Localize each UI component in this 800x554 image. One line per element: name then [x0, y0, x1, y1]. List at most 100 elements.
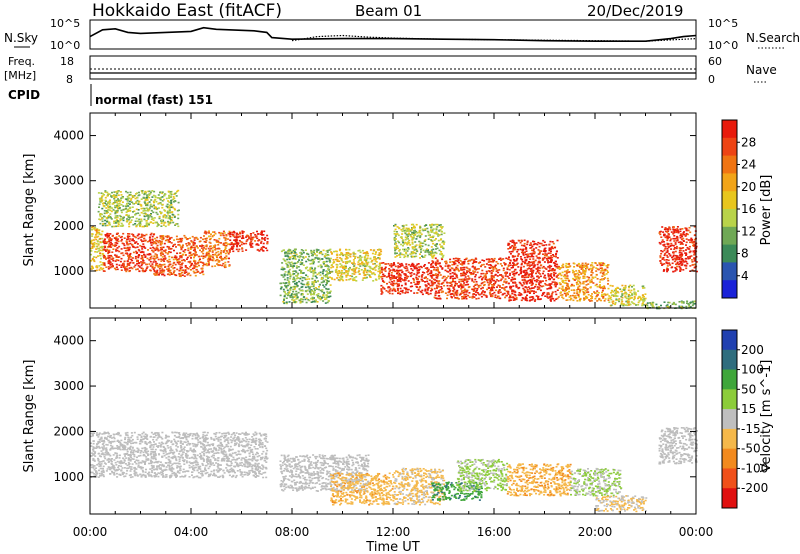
data-cell	[540, 250, 543, 252]
data-cell	[292, 299, 295, 302]
data-cell	[167, 269, 170, 272]
data-cell	[224, 264, 227, 266]
data-cell	[421, 289, 424, 292]
data-cell	[374, 269, 377, 271]
data-cell	[162, 271, 165, 273]
data-cell	[528, 267, 531, 269]
data-cell	[116, 238, 119, 240]
data-cell	[484, 273, 487, 275]
data-cell	[558, 287, 561, 289]
data-cell	[556, 289, 559, 291]
data-cell	[491, 289, 494, 292]
data-cell	[196, 238, 199, 240]
data-cell	[168, 197, 171, 199]
data-cell	[222, 262, 225, 265]
data-cell	[213, 246, 216, 248]
data-cell	[588, 276, 591, 279]
data-cell	[475, 294, 477, 296]
data-cell	[341, 271, 343, 274]
data-cell	[250, 246, 252, 248]
data-cell	[176, 268, 179, 271]
data-cell	[595, 267, 598, 269]
data-cell	[181, 259, 183, 262]
data-cell	[596, 278, 599, 280]
data-cell	[419, 226, 422, 229]
data-cell	[107, 193, 110, 195]
data-cell	[321, 258, 324, 260]
data-cell	[599, 287, 602, 289]
data-cell	[454, 260, 457, 262]
data-cell	[438, 224, 441, 226]
data-cell	[436, 223, 439, 226]
data-cell	[482, 294, 485, 296]
data-cell	[547, 261, 550, 264]
data-cell	[119, 260, 122, 263]
data-cell	[136, 268, 139, 270]
data-cell	[421, 293, 424, 296]
data-cell	[123, 260, 126, 263]
data-cell	[353, 265, 356, 267]
data-cell	[564, 279, 567, 282]
data-cell	[481, 281, 484, 284]
data-cell	[507, 265, 510, 267]
data-cell	[285, 286, 288, 288]
data-cell	[521, 258, 523, 261]
data-cell	[284, 271, 287, 273]
data-cell	[542, 265, 545, 268]
data-cell	[134, 214, 137, 216]
data-cell	[606, 269, 609, 272]
data-cell	[535, 280, 538, 283]
data-cell	[512, 249, 515, 251]
data-cell	[437, 280, 440, 282]
data-cell	[453, 273, 456, 275]
data-cell	[517, 266, 520, 268]
data-cell	[343, 272, 346, 275]
data-cell	[432, 248, 435, 251]
data-cell	[183, 275, 186, 277]
data-cell	[493, 286, 496, 289]
data-cell	[238, 235, 241, 238]
data-cell	[362, 271, 365, 274]
data-cell	[166, 245, 169, 248]
data-cell	[285, 297, 288, 299]
data-cell	[575, 278, 578, 280]
data-cell	[531, 290, 534, 292]
data-cell	[449, 277, 452, 280]
data-cell	[160, 260, 163, 262]
data-cell	[476, 288, 479, 290]
data-cell	[405, 269, 408, 272]
data-cell	[95, 229, 98, 231]
data-cell	[292, 257, 295, 260]
data-cell	[289, 256, 292, 258]
data-cell	[493, 259, 496, 262]
data-cell	[127, 243, 130, 246]
data-cell	[101, 192, 104, 195]
data-cell	[218, 260, 221, 262]
data-cell	[429, 290, 432, 292]
data-cell	[240, 243, 243, 246]
data-cell	[430, 270, 433, 272]
data-cell	[454, 282, 457, 285]
data-cell	[318, 272, 320, 274]
data-cell	[167, 239, 170, 242]
data-cell	[195, 254, 198, 256]
data-cell	[211, 251, 214, 253]
data-cell	[443, 243, 445, 245]
data-cell	[435, 280, 438, 283]
data-cell	[295, 277, 298, 280]
data-cell	[474, 291, 477, 293]
data-cell	[509, 294, 512, 297]
data-cell	[207, 254, 209, 257]
data-cell	[287, 266, 290, 268]
data-cell	[224, 237, 227, 240]
data-cell	[308, 287, 311, 289]
data-cell	[132, 262, 135, 264]
data-cell	[325, 298, 328, 300]
data-cell	[523, 242, 526, 245]
data-cell	[91, 228, 93, 231]
data-cell	[193, 266, 196, 268]
data-cell	[409, 275, 412, 278]
data-cell	[121, 201, 124, 203]
data-cell	[426, 280, 429, 283]
data-cell	[311, 254, 314, 257]
